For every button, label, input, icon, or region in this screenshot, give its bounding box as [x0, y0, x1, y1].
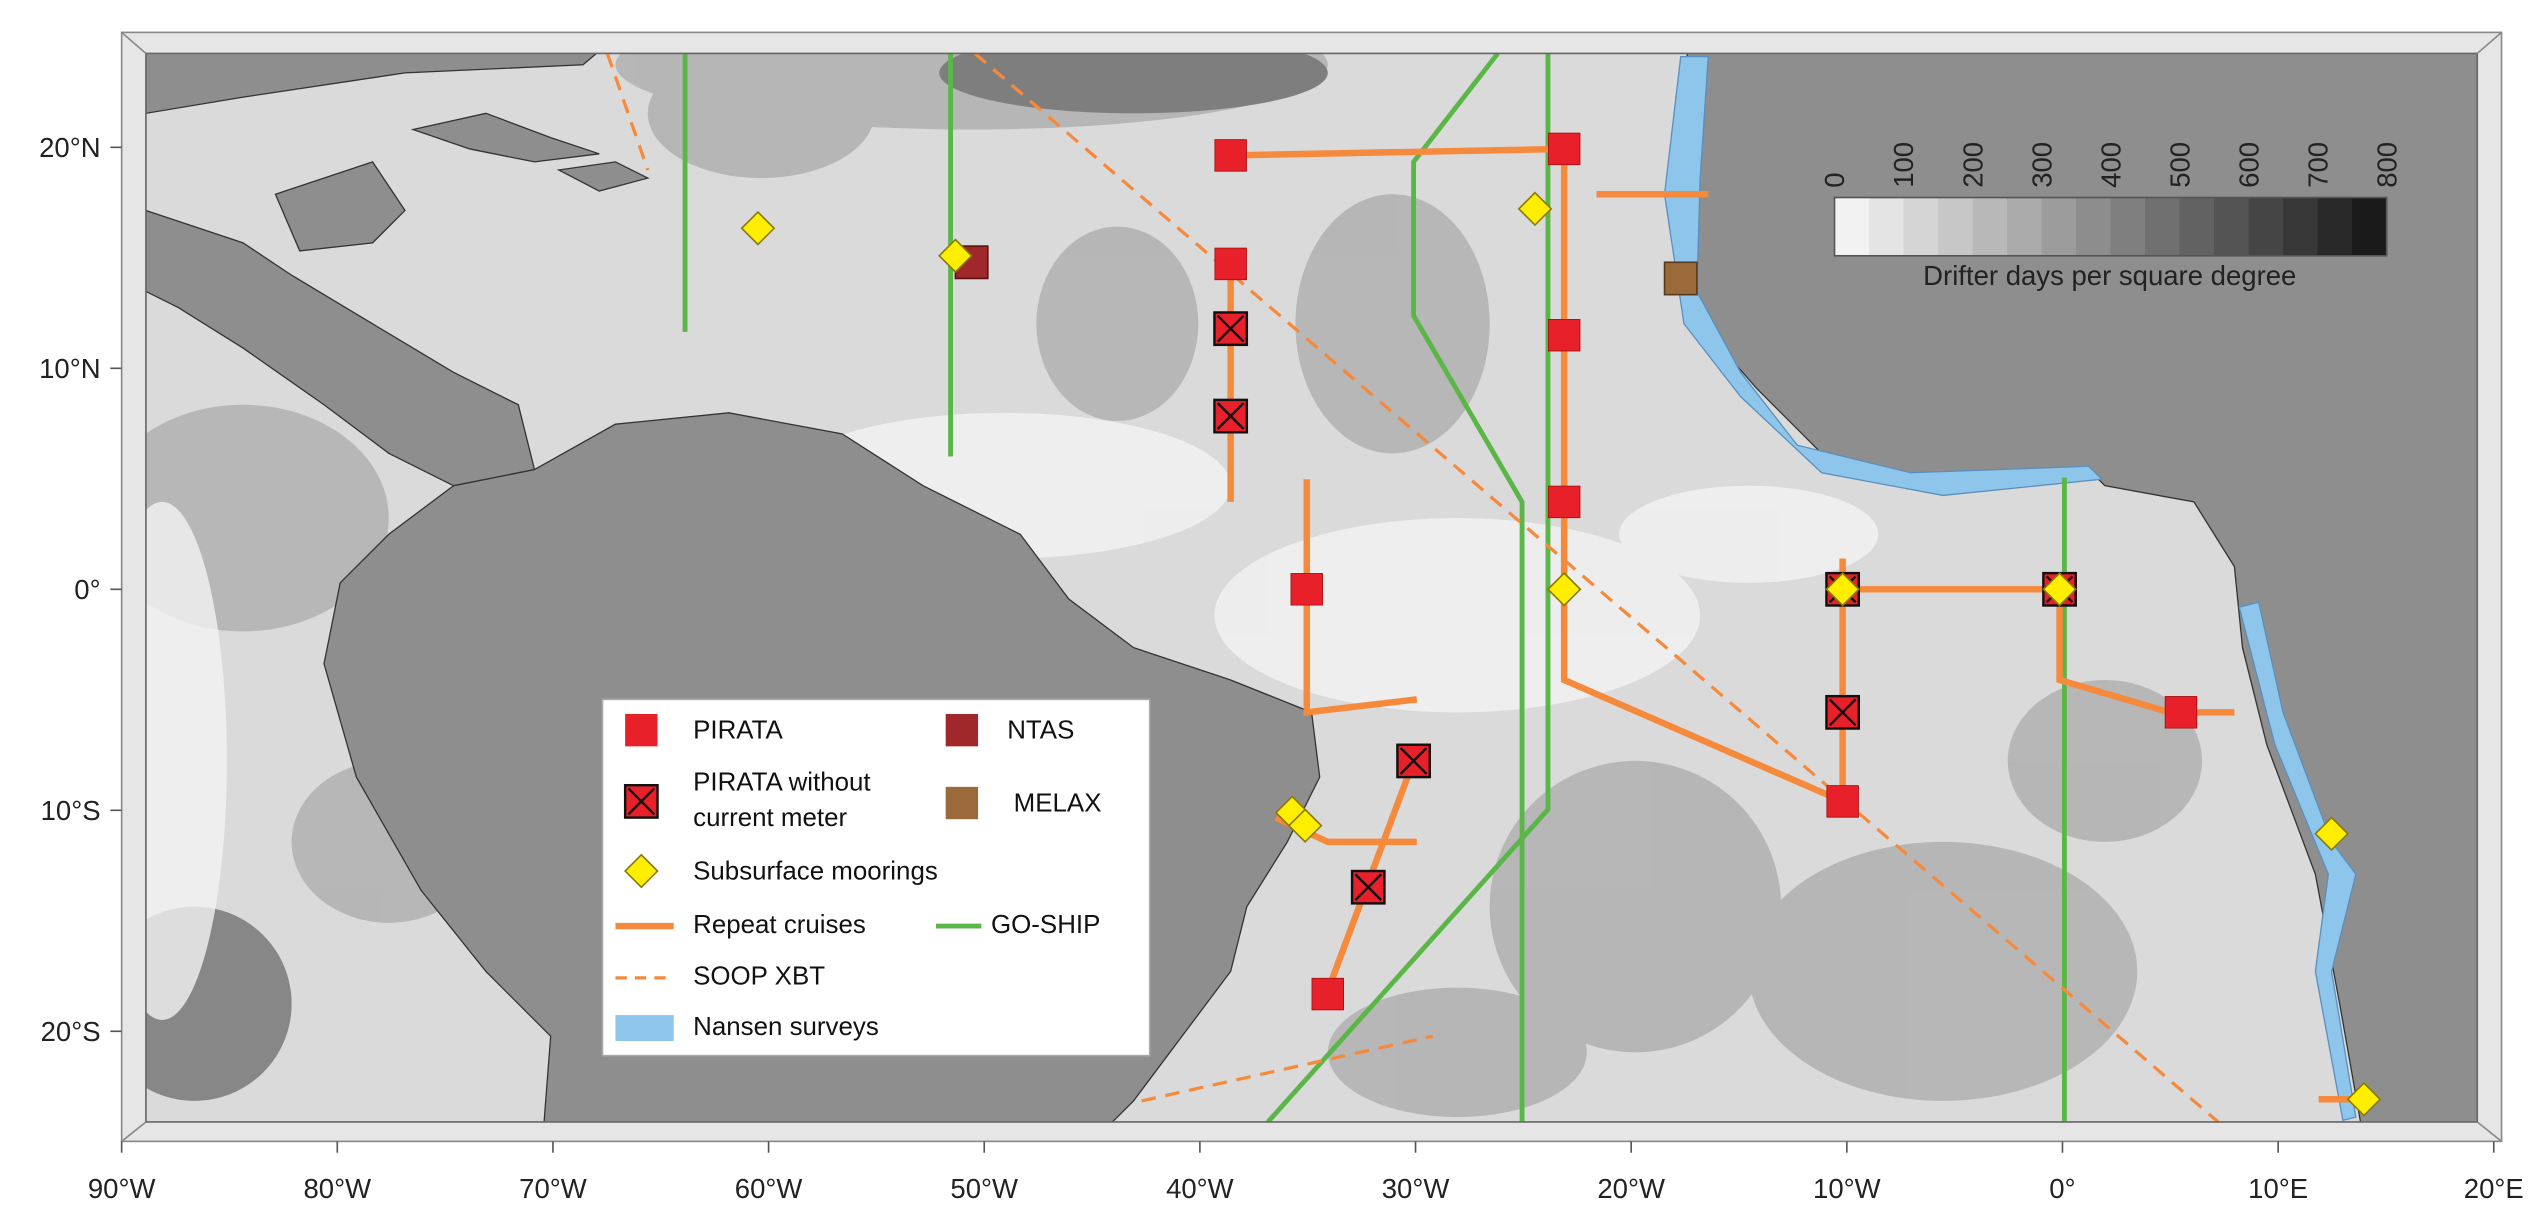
x-tick-label: 20°W	[1597, 1173, 1665, 1204]
x-tick-label: 30°W	[1382, 1173, 1450, 1204]
colorbar-cell	[1869, 197, 1905, 256]
colorbar-tick-label: 300	[2026, 142, 2057, 188]
x-tick-label: 20°E	[2464, 1173, 2524, 1204]
legend-nansen-swatch	[615, 1015, 674, 1042]
legend-label: current meter	[693, 804, 847, 832]
colorbar-cell	[2248, 197, 2284, 256]
x-tick-label: 80°W	[303, 1173, 371, 1204]
legend-label: Repeat cruises	[693, 911, 866, 939]
subsurface-mooring	[740, 191, 2382, 1117]
legend-label: PIRATA	[693, 717, 783, 745]
colorbar-cell	[2110, 197, 2146, 256]
colorbar-cell	[2352, 197, 2388, 256]
repeat-cruise-line	[1227, 145, 2364, 1103]
legend-label: NTAS	[1007, 717, 1074, 745]
y-tick-label: 0°	[74, 574, 100, 605]
colorbar-cell	[2145, 197, 2181, 256]
x-tick-label: 10°W	[1813, 1173, 1881, 1204]
colorbar-tick-label: 100	[1888, 142, 1919, 188]
y-tick-label: 20°S	[41, 1016, 101, 1047]
colorbar-cell	[2317, 197, 2353, 256]
colorbar-tick-label: 400	[2095, 142, 2126, 188]
colorbar-cell	[2283, 197, 2319, 256]
colorbar-cell	[2007, 197, 2043, 256]
colorbar: 0 100 200 300 400 500 600 700 800	[1819, 142, 2402, 257]
colorbar-cell	[2041, 197, 2077, 256]
colorbar-label: Drifter days per square degree	[1923, 260, 2296, 291]
colorbar-tick-label: 700	[2302, 142, 2333, 188]
colorbar-cell	[1903, 197, 1939, 256]
legend-label: Subsurface moorings	[693, 857, 938, 885]
melax-mooring	[1663, 261, 1698, 296]
legend-label: SOOP XBT	[693, 963, 825, 991]
legend-pirata-swatch	[625, 713, 658, 747]
colorbar-cell	[1834, 197, 1870, 256]
colorbar-cell	[1972, 197, 2008, 256]
colorbar-border	[1833, 196, 2388, 257]
colorbar-tick-label: 0	[1819, 172, 1850, 187]
x-tick-label: 10°E	[2248, 1173, 2308, 1204]
colorbar-tick-label: 200	[1957, 142, 1988, 188]
colorbar-cell	[2179, 197, 2215, 256]
drifter-density	[145, 53, 2203, 1118]
x-tick-label: 70°W	[519, 1173, 587, 1204]
colorbar-tick-label: 800	[2371, 142, 2402, 188]
x-tick-label: 50°W	[950, 1173, 1018, 1204]
soop-xbt-line	[605, 53, 2220, 1122]
legend: PIRATA NTAS PIRATA without current meter…	[601, 698, 1151, 1057]
x-tick-label: 40°W	[1166, 1173, 1234, 1204]
legend-label: MELAX	[1014, 789, 1102, 817]
colorbar-tick-label: 600	[2233, 142, 2264, 188]
y-tick-label: 20°N	[39, 132, 100, 163]
colorbar-tick-label: 500	[2164, 142, 2195, 188]
x-tick-label: 0°	[2049, 1173, 2075, 1204]
legend-box	[601, 698, 1151, 1057]
y-tick-label: 10°S	[41, 795, 101, 826]
legend-melax-swatch	[945, 786, 979, 820]
x-tick-label: 90°W	[88, 1173, 156, 1204]
legend-pirata-no-meter-swatch	[623, 783, 659, 819]
legend-label: PIRATA without	[693, 768, 870, 796]
x-tick-label: 60°W	[735, 1173, 803, 1204]
legend-label: Nansen surveys	[693, 1013, 879, 1041]
map-border	[145, 52, 2479, 1123]
legend-subsurface-swatch	[623, 853, 659, 889]
y-tick-label: 10°N	[39, 353, 100, 384]
frame-corner	[121, 31, 2503, 1143]
nansen-survey	[1663, 56, 2357, 1122]
colorbar-cell	[2214, 197, 2250, 256]
colorbar-cell	[2076, 197, 2112, 256]
legend-ntas-swatch	[945, 713, 979, 747]
colorbar-cell	[1938, 197, 1974, 256]
legend-label: GO-SHIP	[991, 911, 1100, 939]
